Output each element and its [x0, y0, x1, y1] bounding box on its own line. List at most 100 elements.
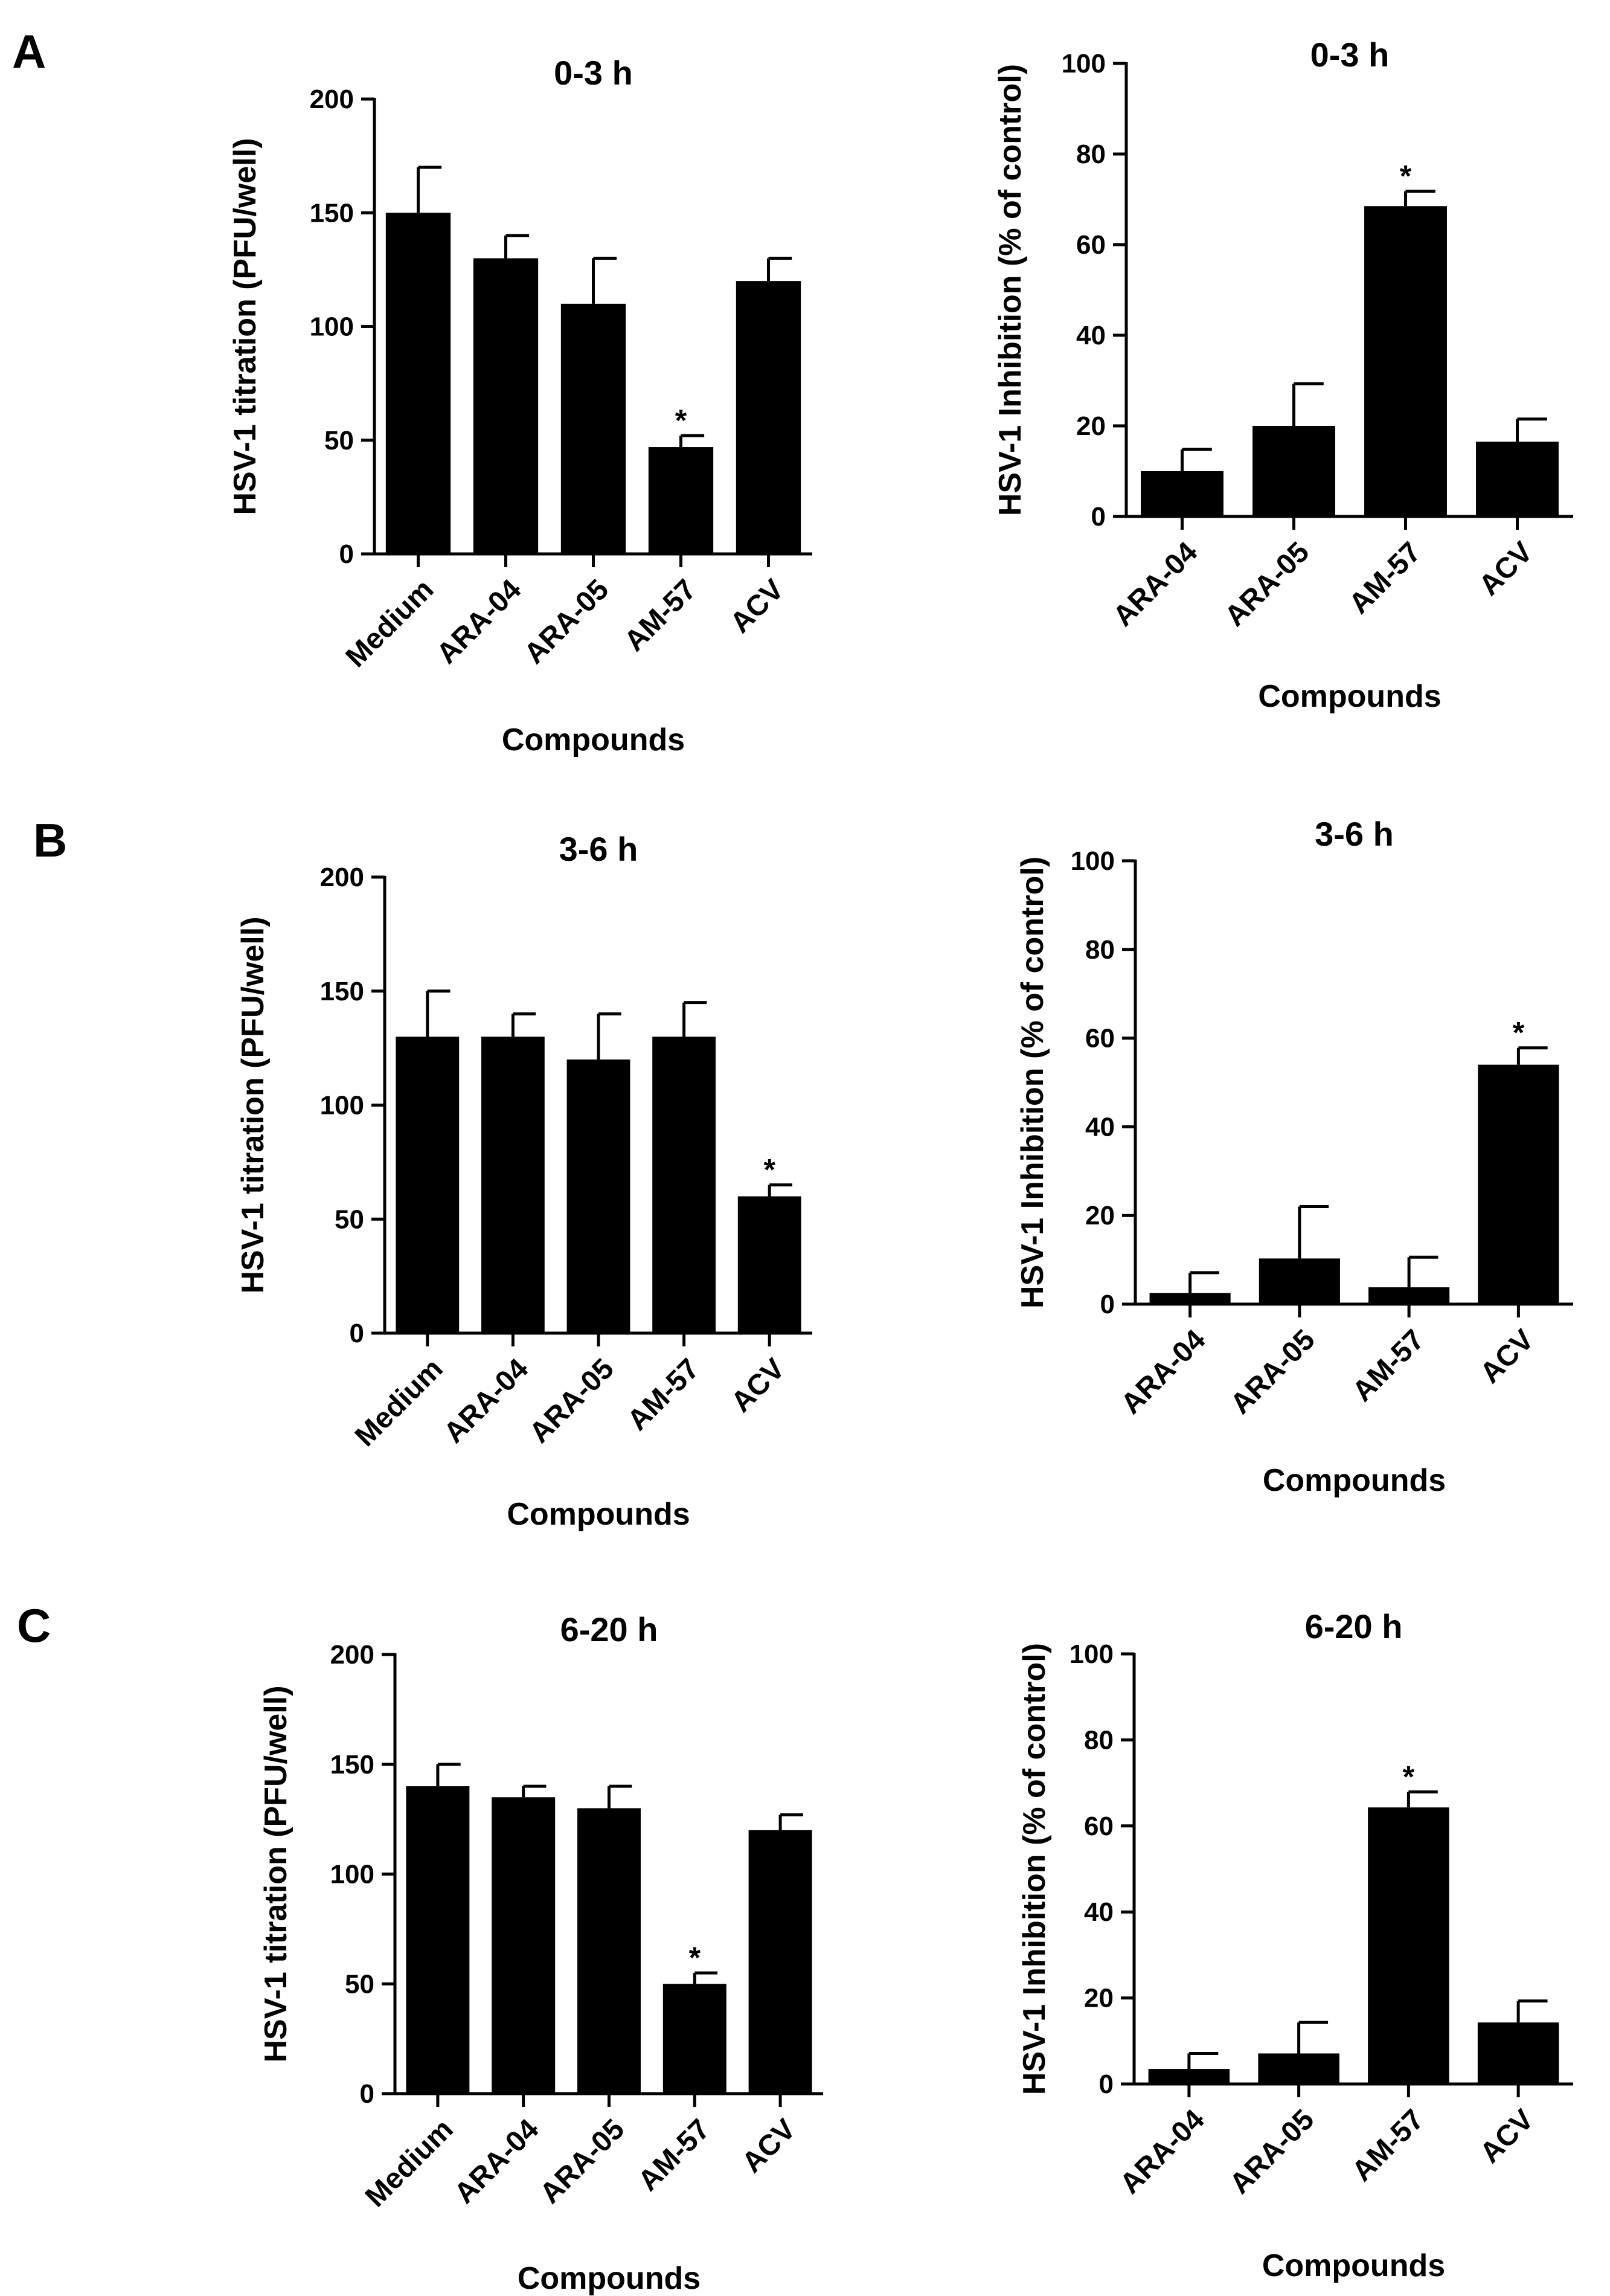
y-axis-label: HSV-1 Inhibition (% of control)	[1017, 1643, 1052, 2095]
y-tick-label: 100	[310, 312, 354, 342]
x-tick-label: AM-57	[632, 2113, 716, 2197]
bar	[1368, 1287, 1450, 1304]
bar	[566, 1060, 630, 1333]
significance-marker: *	[1400, 159, 1412, 193]
chart-5: 6-20 h 0 20 40 60 80 100 ARA-04 ARA-05 AM-57 * ACV C…	[1017, 1607, 1573, 2283]
x-axis-label: Compounds	[1262, 2248, 1445, 2283]
panel-letter-a: A	[12, 25, 46, 78]
x-tick-label: ARA-05	[524, 1352, 620, 1449]
bar	[577, 1808, 641, 2094]
x-axis-label: Compounds	[507, 1497, 690, 1532]
bar	[1477, 2022, 1559, 2084]
y-tick-label: 150	[330, 1750, 374, 1780]
y-tick-label: 20	[1085, 1201, 1115, 1230]
y-tick-label: 20	[1076, 411, 1106, 441]
bar	[1149, 1293, 1231, 1304]
bar	[1258, 2053, 1339, 2084]
bar	[1476, 442, 1559, 516]
significance-marker: *	[689, 1941, 701, 1975]
x-tick-label: ACV	[1473, 536, 1539, 602]
y-axis-label: HSV-1 Inhibition (% of control)	[993, 64, 1028, 516]
y-tick-label: 100	[320, 1091, 364, 1121]
x-axis-label: Compounds	[518, 2261, 701, 2296]
bar	[1141, 471, 1224, 516]
x-tick-label: AM-57	[621, 1352, 705, 1436]
bar	[748, 1830, 812, 2094]
y-tick-label: 150	[310, 198, 354, 228]
y-tick-label: 0	[350, 1319, 364, 1348]
panel-letter-c: C	[17, 1599, 51, 1652]
bar	[1148, 2069, 1230, 2084]
x-tick-label: ACV	[1474, 1323, 1540, 1389]
y-tick-label: 40	[1084, 1897, 1114, 1927]
chart-title: 3-6 h	[559, 830, 638, 868]
y-tick-label: 20	[1084, 1984, 1114, 2013]
bar	[1368, 1807, 1449, 2084]
y-tick-label: 200	[330, 1640, 374, 1670]
y-tick-label: 0	[1099, 2069, 1114, 2099]
bar	[560, 303, 626, 554]
y-axis-label: HSV-1 titration (PFU/well)	[258, 1685, 293, 2062]
x-axis-label: Compounds	[1263, 1463, 1446, 1498]
x-axis-label: Compounds	[502, 722, 685, 757]
y-tick-label: 200	[310, 85, 354, 114]
y-tick-label: 100	[330, 1860, 374, 1889]
significance-marker: *	[763, 1153, 775, 1187]
x-tick-label: AM-57	[1346, 2103, 1430, 2187]
significance-marker: *	[1513, 1016, 1525, 1050]
bar	[385, 213, 451, 554]
bar	[648, 447, 714, 554]
x-tick-label: ARA-05	[1225, 1323, 1321, 1420]
y-tick-label: 50	[345, 1969, 374, 1999]
bar	[1259, 1258, 1340, 1304]
x-tick-label: ARA-04	[431, 573, 527, 670]
x-axis-label: Compounds	[1258, 679, 1441, 714]
y-axis-label: HSV-1 Inhibition (% of control)	[1015, 857, 1050, 1308]
y-tick-label: 40	[1076, 321, 1106, 350]
x-tick-label: ACV	[1474, 2103, 1540, 2169]
x-tick-label: ACV	[724, 573, 790, 639]
bar	[652, 1037, 716, 1333]
bar	[737, 1196, 801, 1333]
chart-title: 0-3 h	[554, 54, 633, 92]
y-tick-label: 100	[1062, 49, 1106, 79]
x-tick-label: ARA-05	[1219, 536, 1315, 632]
bar	[492, 1797, 556, 2094]
x-tick-label: ARA-04	[1115, 1323, 1211, 1420]
chart-title: 6-20 h	[560, 1610, 658, 1648]
x-tick-label: ARA-04	[1107, 536, 1204, 632]
x-tick-label: Medium	[340, 573, 440, 674]
x-tick-label: AM-57	[1343, 536, 1427, 620]
y-tick-label: 60	[1084, 1812, 1114, 1841]
chart-title: 6-20 h	[1305, 1607, 1403, 1645]
x-tick-label: Medium	[349, 1352, 449, 1453]
panel-letter-b: B	[33, 814, 67, 867]
bar	[396, 1037, 460, 1333]
y-axis-label: HSV-1 titration (PFU/well)	[236, 916, 271, 1293]
y-tick-label: 40	[1085, 1112, 1115, 1142]
x-tick-label: ARA-04	[438, 1352, 534, 1449]
y-tick-label: 100	[1070, 1639, 1114, 1669]
y-tick-label: 100	[1071, 846, 1115, 876]
y-tick-label: 0	[339, 539, 354, 569]
x-tick-label: ARA-04	[1114, 2103, 1211, 2200]
y-tick-label: 150	[320, 977, 364, 1006]
bar	[736, 281, 801, 554]
bar	[406, 1786, 470, 2094]
y-tick-label: 60	[1076, 230, 1106, 260]
bar	[1252, 426, 1335, 516]
x-tick-label: ARA-05	[518, 573, 615, 670]
x-tick-label: ARA-05	[1224, 2103, 1320, 2200]
y-tick-label: 200	[320, 863, 364, 892]
x-tick-label: ACV	[736, 2113, 802, 2179]
x-tick-label: Medium	[359, 2113, 460, 2213]
y-tick-label: 80	[1084, 1725, 1114, 1755]
y-tick-label: 80	[1076, 140, 1106, 169]
y-tick-label: 80	[1085, 935, 1115, 965]
y-tick-label: 60	[1085, 1024, 1115, 1053]
y-tick-label: 0	[1091, 502, 1106, 532]
